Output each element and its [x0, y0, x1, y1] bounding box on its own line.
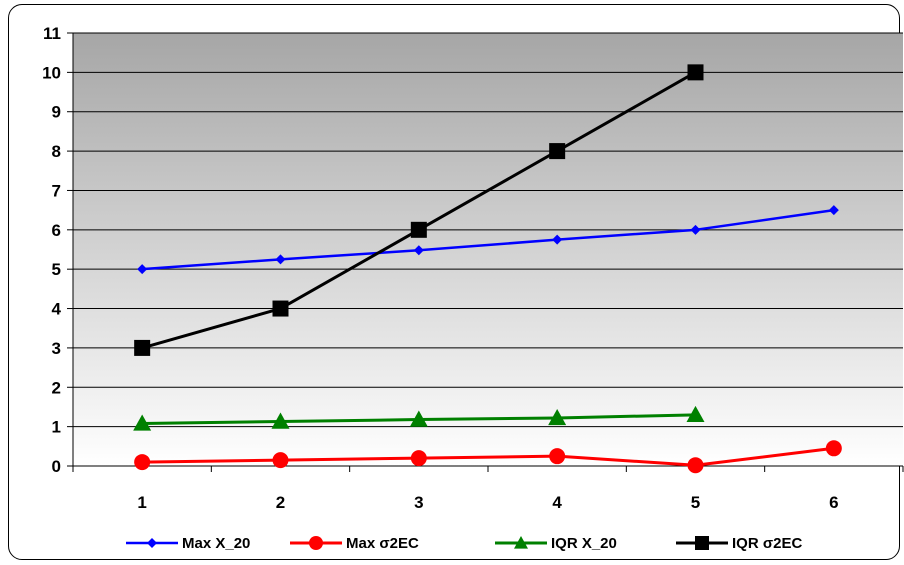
y-tick-label: 11 [43, 24, 61, 43]
data-point-square [549, 143, 566, 160]
x-tick-label: 3 [414, 493, 423, 512]
data-point-circle [549, 448, 566, 465]
data-point-diamond [147, 538, 157, 548]
x-tick-label: 1 [137, 493, 146, 512]
series-line [142, 208, 835, 271]
plot-area [73, 33, 903, 466]
data-point-circle [825, 440, 842, 457]
data-point-diamond [275, 254, 286, 265]
data-point-diamond [828, 205, 839, 216]
y-tick-label: 9 [52, 103, 61, 122]
data-point-square [272, 300, 289, 317]
y-tick-label: 3 [52, 339, 61, 358]
series-circle [134, 440, 842, 474]
legend-item: Max X_20 [126, 535, 250, 552]
y-tick-label: 5 [52, 260, 61, 279]
y-tick-label: 10 [42, 63, 61, 82]
data-point-circle [687, 457, 704, 474]
legend-item: IQR X_20 [495, 535, 617, 552]
data-point-square [134, 339, 151, 356]
data-point-square [410, 221, 427, 238]
data-point-circle [410, 450, 427, 467]
data-point-circle [309, 536, 323, 550]
data-point-circle [134, 454, 151, 471]
data-point-triangle [409, 410, 428, 427]
legend-item: IQR σ2EC [676, 535, 802, 552]
data-point-square [687, 64, 704, 81]
data-point-circle [272, 452, 289, 469]
x-tick-label: 5 [691, 493, 700, 512]
data-point-square [695, 536, 709, 550]
y-tick-label: 1 [52, 418, 61, 437]
gridlines [73, 32, 903, 428]
series-layer [133, 64, 842, 474]
series-square [134, 64, 704, 356]
data-point-diamond [690, 224, 701, 235]
y-tick-label: 7 [52, 181, 61, 200]
y-tick-label: 2 [52, 378, 61, 397]
y-tick-label: 4 [52, 300, 62, 319]
data-point-triangle [271, 412, 290, 429]
legend-item: Max σ2EC [290, 535, 419, 552]
x-tick-label: 2 [276, 493, 285, 512]
data-point-triangle [548, 408, 567, 426]
y-tick-label: 6 [52, 221, 61, 240]
data-point-diamond [413, 245, 424, 256]
legend-label: Max X_20 [182, 535, 250, 552]
data-point-triangle [133, 414, 152, 431]
legend-label: Max σ2EC [346, 535, 419, 552]
y-tick-label: 0 [52, 457, 61, 476]
y-tick-label: 8 [52, 142, 61, 161]
x-tick-label: 6 [829, 493, 838, 512]
series-line [142, 446, 835, 467]
data-point-diamond [137, 264, 148, 275]
legend-label: IQR σ2EC [732, 535, 802, 552]
data-point-triangle [514, 536, 528, 549]
data-point-triangle [686, 405, 705, 423]
series-diamond [137, 205, 839, 275]
series-triangle [133, 405, 705, 431]
x-tick-label: 4 [552, 493, 562, 512]
data-point-diamond [552, 234, 563, 245]
legend-label: IQR X_20 [551, 535, 617, 552]
legend: Max X_20 Max σ2EC IQR X_20 IQR σ2EC [126, 535, 802, 552]
